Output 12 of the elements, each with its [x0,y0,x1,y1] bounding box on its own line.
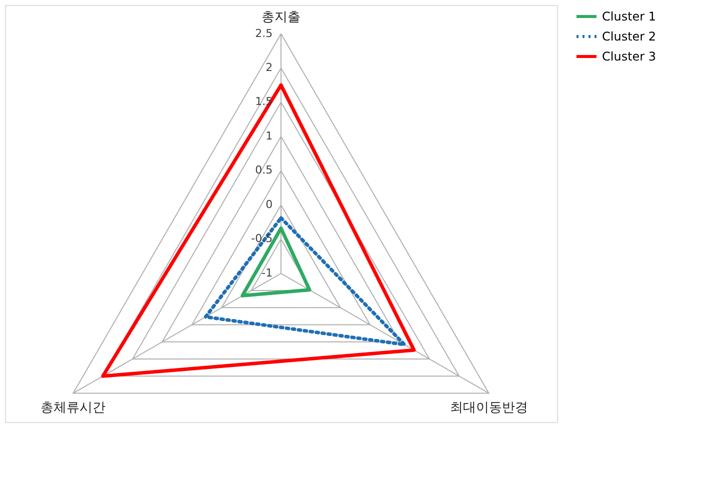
y-tick-label: -1 [262,266,273,280]
spoke-label: 총지출 [262,10,300,25]
y-tick-label: 2.5 [255,26,273,40]
y-tick-label: 0 [266,198,273,211]
y-tick-label: 2 [266,60,273,74]
spoke-label: 최대이동반경 [450,400,528,416]
spoke-label: 총체류시간 [40,400,106,416]
y-tick-label: 0.5 [255,164,273,177]
y-tick-label: 1 [266,129,273,142]
legend-label: Cluster 2 [602,30,656,44]
legend-label: Cluster 3 [602,50,656,64]
legend-label: Cluster 1 [602,10,656,24]
